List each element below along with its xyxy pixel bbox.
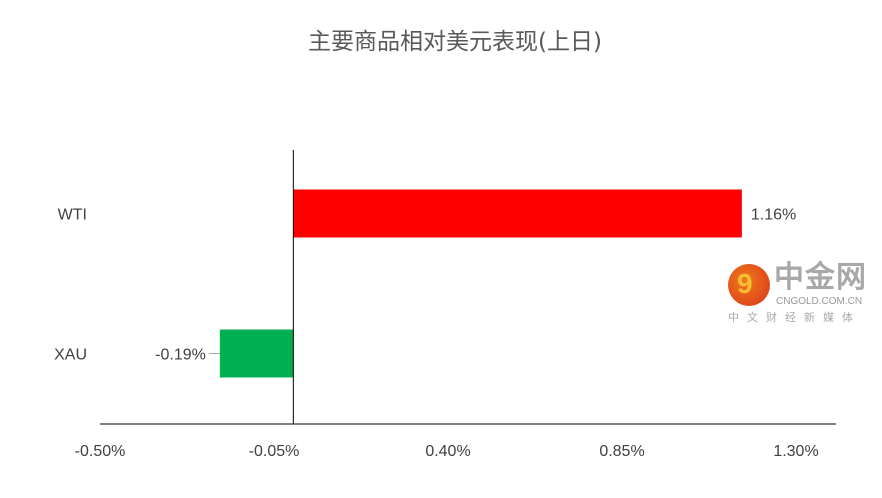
watermark-domain: CNGOLD.COM.CN (776, 296, 863, 307)
x-tick-label: 0.85% (599, 443, 644, 460)
bar-wti (293, 189, 742, 238)
category-label: XAU (54, 347, 87, 364)
x-tick-label: -0.05% (249, 443, 300, 460)
chart-title: 主要商品相对美元表现(上日) (308, 29, 602, 55)
data-label: -0.19% (155, 347, 206, 364)
x-tick-label: 1.30% (773, 443, 818, 460)
watermark-name: 中金网 (774, 260, 867, 295)
category-label: WTI (58, 207, 87, 224)
x-tick-label: 0.40% (425, 443, 470, 460)
bar-xau (219, 329, 294, 378)
data-label: 1.16% (751, 207, 796, 224)
watermark-logo: 9 中金网 CNGOLD.COM.CN 中文财经新媒体 (728, 262, 878, 328)
watermark-slogan: 中文财经新媒体 (728, 311, 861, 324)
x-tick-label: -0.50% (75, 443, 126, 460)
cngold-logo-icon: 9 (728, 264, 770, 306)
